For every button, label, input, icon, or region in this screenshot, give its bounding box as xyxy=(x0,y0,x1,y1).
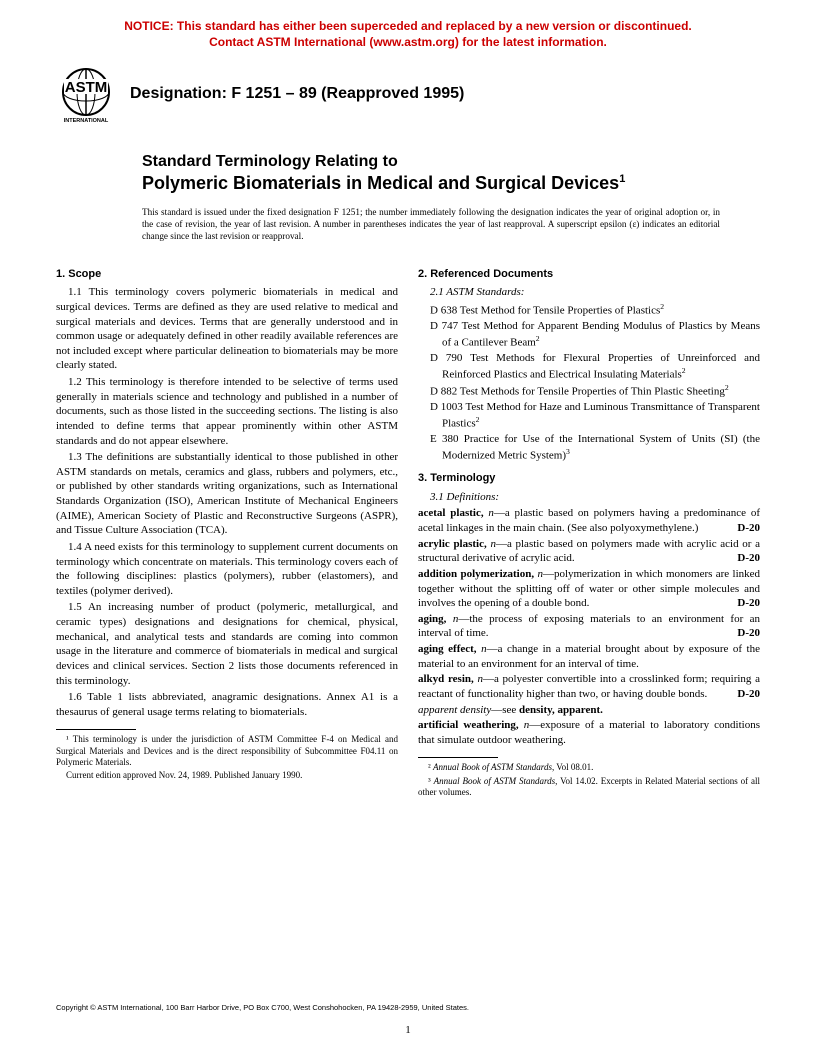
term-entry: addition polymerization, n—polymerizatio… xyxy=(418,567,760,611)
title-sup: 1 xyxy=(619,173,625,185)
footnote-rule xyxy=(56,729,136,730)
terms-list: acetal plastic, n—a plastic based on pol… xyxy=(418,506,760,747)
title-pre: Standard Terminology Relating to xyxy=(142,152,760,172)
page-number: 1 xyxy=(0,1024,816,1036)
columns: 1. Scope 1.1 This terminology covers pol… xyxy=(56,265,760,800)
svg-text:ASTM: ASTM xyxy=(65,79,108,96)
title-main-text: Polymeric Biomaterials in Medical and Su… xyxy=(142,173,619,193)
scope-para: 1.5 An increasing number of product (pol… xyxy=(56,600,398,688)
ref-item: D 882 Test Methods for Tensile Propertie… xyxy=(418,383,760,399)
scope-para: 1.4 A need exists for this terminology t… xyxy=(56,540,398,599)
notice-line1: NOTICE: This standard has either been su… xyxy=(124,19,691,33)
ref-item: D 638 Test Method for Tensile Properties… xyxy=(418,302,760,318)
scope-para: 1.2 This terminology is therefore intend… xyxy=(56,375,398,448)
term-entry: acetal plastic, n—a plastic based on pol… xyxy=(418,506,760,535)
title-main: Polymeric Biomaterials in Medical and Su… xyxy=(142,172,760,195)
footnote-rule xyxy=(418,757,498,758)
svg-text:INTERNATIONAL: INTERNATIONAL xyxy=(64,118,109,124)
footnote: ² Annual Book of ASTM Standards, Vol 08.… xyxy=(418,762,760,773)
refs-list: D 638 Test Method for Tensile Properties… xyxy=(418,302,760,463)
terminology-sub: 3.1 Definitions: xyxy=(418,490,760,505)
notice-line2: Contact ASTM International (www.astm.org… xyxy=(209,35,607,49)
scope-head: 1. Scope xyxy=(56,267,398,282)
issuance-note: This standard is issued under the fixed … xyxy=(142,207,720,243)
term-entry: aging effect, n—a change in a material b… xyxy=(418,642,760,671)
left-column: 1. Scope 1.1 This terminology covers pol… xyxy=(56,265,398,800)
designation-text: Designation: F 1251 – 89 (Reapproved 199… xyxy=(130,85,464,103)
astm-logo: ASTM INTERNATIONAL xyxy=(56,64,116,124)
term-entry: artificial weathering, n—exposure of a m… xyxy=(418,718,760,747)
ref-item: E 380 Practice for Use of the Internatio… xyxy=(418,432,760,463)
header-row: ASTM INTERNATIONAL Designation: F 1251 –… xyxy=(56,64,760,124)
term-entry: alkyd resin, n—a polyester convertible i… xyxy=(418,672,760,701)
term-entry: apparent density—see density, apparent. xyxy=(418,703,760,718)
term-entry: acrylic plastic, n—a plastic based on po… xyxy=(418,537,760,566)
scope-para: 1.1 This terminology covers polymeric bi… xyxy=(56,285,398,373)
copyright-text: Copyright © ASTM International, 100 Barr… xyxy=(56,1003,469,1012)
right-column: 2. Referenced Documents 2.1 ASTM Standar… xyxy=(418,265,760,800)
ref-item: D 1003 Test Method for Haze and Luminous… xyxy=(418,400,760,431)
scope-para: 1.6 Table 1 lists abbreviated, anagramic… xyxy=(56,690,398,719)
footnote: ¹ This terminology is under the jurisdic… xyxy=(56,734,398,768)
refs-head: 2. Referenced Documents xyxy=(418,267,760,282)
refs-sub: 2.1 ASTM Standards: xyxy=(418,285,760,300)
term-entry: aging, n—the process of exposing materia… xyxy=(418,612,760,641)
terminology-head: 3. Terminology xyxy=(418,471,760,486)
footnotes-right: ² Annual Book of ASTM Standards, Vol 08.… xyxy=(418,762,760,798)
notice-banner: NOTICE: This standard has either been su… xyxy=(56,18,760,50)
footnote: ³ Annual Book of ASTM Standards, Vol 14.… xyxy=(418,776,760,799)
footnote: Current edition approved Nov. 24, 1989. … xyxy=(56,770,398,781)
ref-item: D 747 Test Method for Apparent Bending M… xyxy=(418,319,760,350)
ref-item: D 790 Test Methods for Flexural Properti… xyxy=(418,351,760,382)
scope-para: 1.3 The definitions are substantially id… xyxy=(56,450,398,538)
footnotes-left: ¹ This terminology is under the jurisdic… xyxy=(56,734,398,781)
title-block: Standard Terminology Relating to Polymer… xyxy=(142,152,760,195)
